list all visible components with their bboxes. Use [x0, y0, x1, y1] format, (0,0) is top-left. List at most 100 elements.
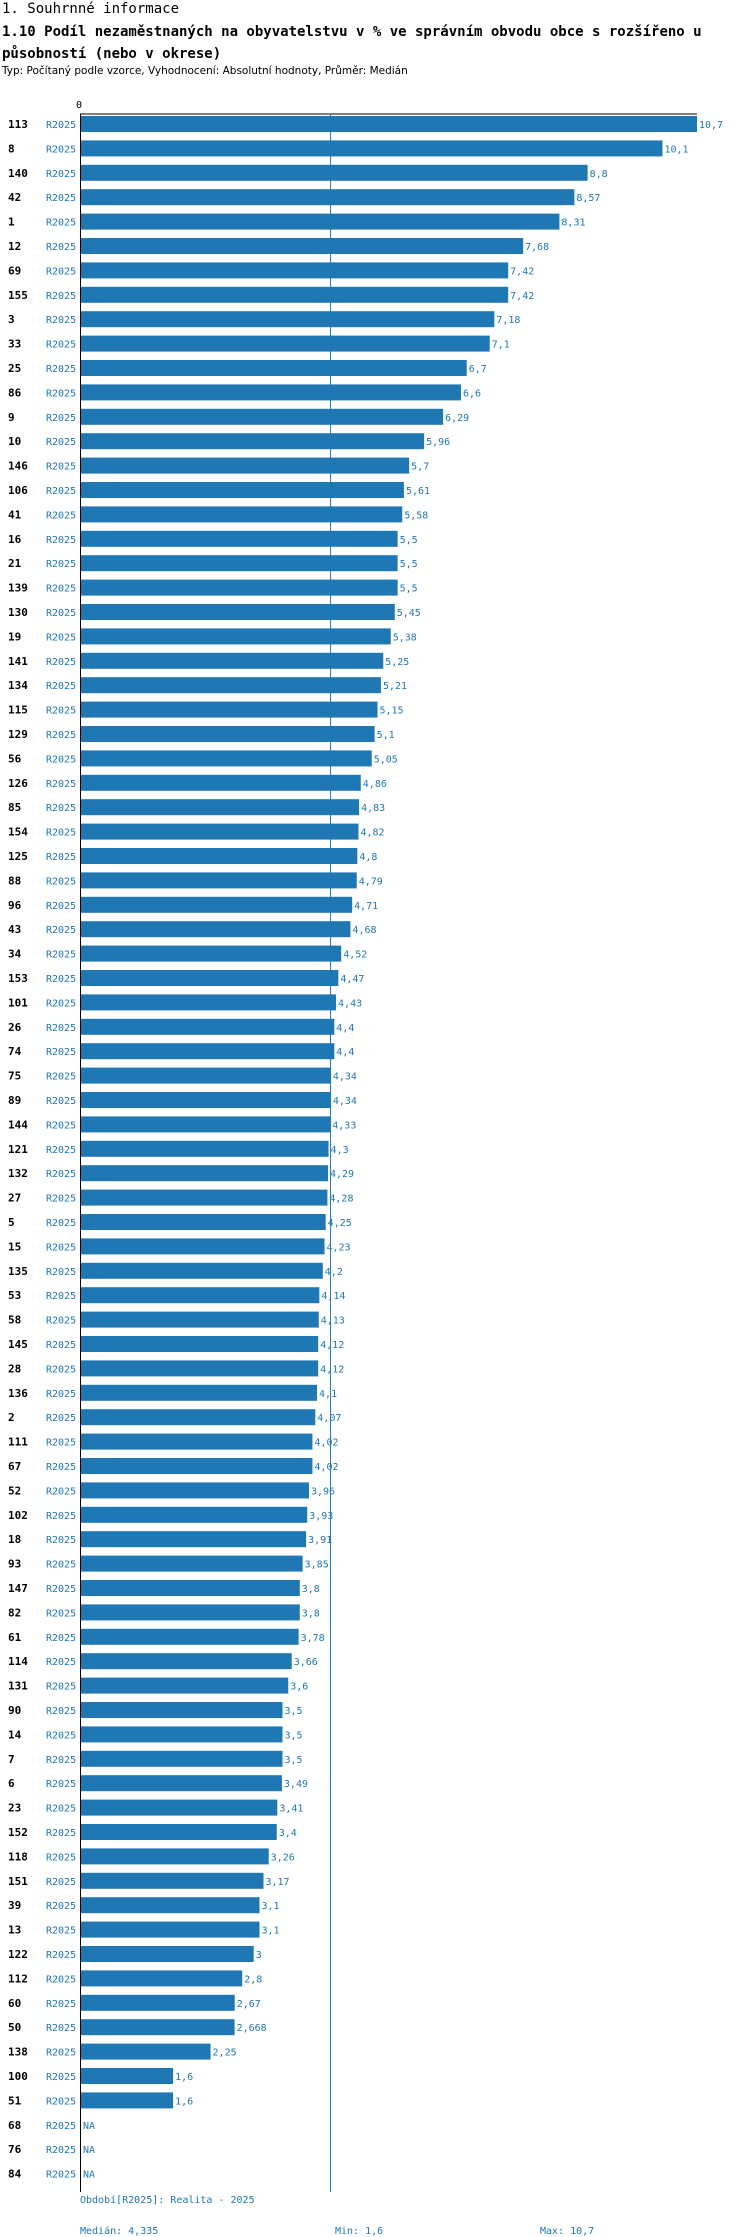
bar: [81, 1116, 331, 1133]
row-label: 144: [8, 1118, 28, 1131]
row-period: R2025: [46, 291, 76, 302]
bar-value-label: 1,6: [175, 2096, 193, 2107]
row-period: R2025: [46, 462, 76, 473]
bar: [81, 1677, 289, 1694]
row-period: R2025: [46, 1852, 76, 1863]
bar-value-label: 5,5: [400, 535, 418, 546]
bar-value-label: 4,13: [321, 1316, 345, 1327]
bar: [81, 2043, 211, 2060]
bar: [81, 1799, 278, 1816]
row-period: R2025: [46, 315, 76, 326]
row-period: R2025: [46, 584, 76, 595]
row-period: R2025: [46, 2048, 76, 2059]
bar: [81, 286, 509, 303]
bar: [81, 2068, 174, 2084]
row-period: R2025: [46, 828, 76, 839]
row-label: 154: [8, 826, 28, 839]
row-period: R2025: [46, 1755, 76, 1766]
bar: [81, 970, 339, 986]
row-period: R2025: [46, 754, 76, 765]
row-label: 76: [8, 2143, 22, 2156]
row-period: R2025: [46, 413, 76, 424]
row-label: 134: [8, 679, 28, 692]
bar-value-label: 7,42: [510, 291, 534, 302]
row-period: R2025: [46, 1364, 76, 1375]
bar-value-label: 4,86: [363, 779, 387, 790]
bar-value-label: 5,05: [374, 754, 398, 765]
row-label: 152: [8, 1826, 28, 1839]
bar-value-label: 4,34: [333, 1096, 357, 1107]
row-period: R2025: [46, 706, 76, 717]
row-period: R2025: [46, 852, 76, 863]
bar: [81, 1628, 299, 1645]
row-period: R2025: [46, 779, 76, 790]
row-label: 113: [8, 118, 28, 131]
bar-value-label: 4,07: [317, 1413, 341, 1424]
bar-value-label: 3,93: [309, 1511, 333, 1522]
bar: [81, 1360, 319, 1377]
bar-value-label: 7,18: [496, 315, 520, 326]
row-period: R2025: [46, 1633, 76, 1644]
bar: [81, 896, 353, 913]
bar: [81, 1726, 283, 1743]
row-label: 139: [8, 582, 28, 595]
row-period: R2025: [46, 1560, 76, 1571]
bar-value-label: 4,43: [338, 998, 362, 1009]
bar-value-label: 3,8: [302, 1584, 320, 1595]
row-label: 101: [8, 996, 28, 1009]
row-label: 41: [8, 508, 22, 521]
row-period: R2025: [46, 535, 76, 546]
row-period: R2025: [46, 1584, 76, 1595]
bar-value-label: 4,29: [330, 1169, 354, 1180]
row-period: R2025: [46, 1804, 76, 1815]
row-label: 19: [8, 630, 21, 643]
row-period: R2025: [46, 1145, 76, 1156]
row-period: R2025: [46, 1438, 76, 1449]
row-period: R2025: [46, 1974, 76, 1985]
row-period: R2025: [46, 193, 76, 204]
bar: [81, 408, 444, 425]
bar: [81, 1433, 313, 1450]
bar-value-label: 1,6: [175, 2072, 193, 2083]
bar-value-label: 2,668: [237, 2023, 267, 2034]
row-period: R2025: [46, 1682, 76, 1693]
bar: [81, 1702, 283, 1718]
bar-value-label: 4,4: [336, 1023, 354, 1034]
row-period: R2025: [46, 2072, 76, 2083]
row-label: 115: [8, 704, 28, 717]
bar: [81, 335, 490, 352]
bar: [81, 311, 495, 328]
bar-value-label: 3,78: [301, 1633, 325, 1644]
row-label: 23: [8, 1802, 21, 1815]
bar: [81, 1092, 331, 1108]
bar: [81, 1604, 300, 1621]
bar-value-label: 3,66: [294, 1657, 318, 1668]
bar: [81, 189, 575, 206]
row-label: 75: [8, 1070, 21, 1083]
bar: [81, 1189, 328, 1206]
row-label: 67: [8, 1460, 21, 1473]
axis-tick-zero: 0: [76, 100, 82, 111]
bar-value-label: 8,31: [561, 218, 585, 229]
bar-value-label: 4,71: [354, 901, 378, 912]
row-period: R2025: [46, 1218, 76, 1229]
bar: [81, 1238, 325, 1255]
row-period: R2025: [46, 559, 76, 570]
bar-value-label: 6,6: [463, 388, 481, 399]
row-period: R2025: [46, 1267, 76, 1278]
bar-value-label: NA: [83, 2145, 95, 2156]
bar: [81, 555, 398, 572]
footer-max: Max: 10,7: [540, 2226, 595, 2237]
bar-value-label: 4,8: [359, 852, 377, 863]
bar-value-label: 7,1: [492, 340, 510, 351]
bar: [81, 872, 357, 889]
row-period: R2025: [46, 266, 76, 277]
bar: [81, 1775, 282, 1792]
bar: [81, 1311, 319, 1328]
row-label: 9: [8, 411, 15, 424]
bar-value-label: 3,8: [302, 1608, 320, 1619]
row-period: R2025: [46, 901, 76, 912]
bar: [81, 530, 398, 547]
row-label: 132: [8, 1167, 28, 1180]
